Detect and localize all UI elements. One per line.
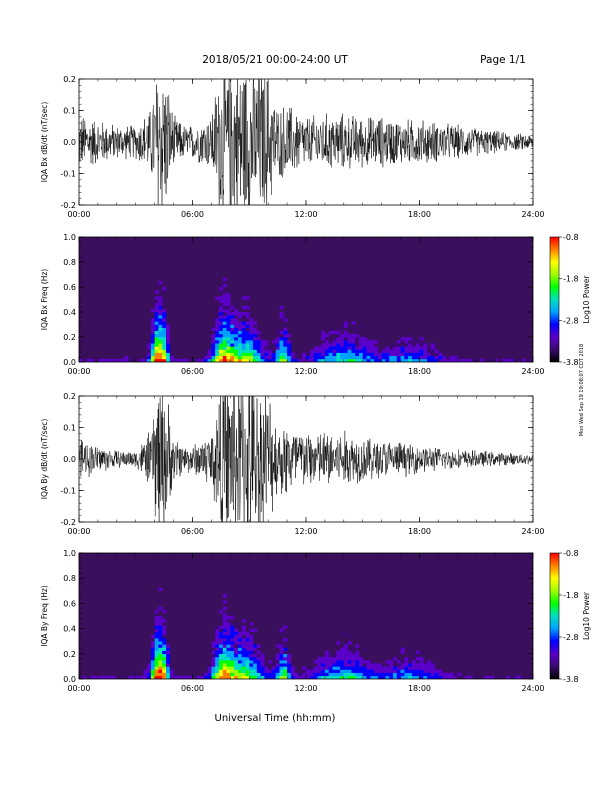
by-dbdt-ylabel: IQA By dB/dt (nT/sec) [40, 419, 49, 500]
x-tick-label: 00:00 [67, 210, 90, 219]
x-tick-label: 00:00 [67, 367, 90, 376]
by-freq-ylabel: IQA By Freq (Hz) [40, 585, 49, 647]
x-tick-label: 24:00 [521, 527, 544, 536]
colorbar-tick-label: -2.8 [563, 633, 579, 642]
y-tick-label: 0.0 [63, 675, 76, 684]
y-tick-label: 0.2 [63, 650, 76, 659]
bx-freq-colorbar [549, 236, 560, 363]
by-freq-colorbar [549, 552, 560, 680]
plot-title: 2018/05/21 00:00-24:00 UT [202, 54, 348, 66]
x-tick-label: 18:00 [408, 367, 431, 376]
x-tick-label: 12:00 [294, 527, 317, 536]
colorbar-label: Log10 Power [582, 591, 591, 640]
panels: -0.2 -0.1 0.0 0.1 0.2 00:00 06:00 12:00 18:00 24:… [40, 75, 591, 693]
bx-freq-cells [79, 277, 533, 362]
x-tick-label: 12:00 [294, 367, 317, 376]
bx-freq-panel: -0.8 -1.8 -2.8 -3.8 Log10 Power 0.0 0.2 0.4 0.6 0… [40, 233, 591, 376]
colorbar-tick-label: -2.8 [563, 316, 579, 325]
colorbar-tick-label: -0.8 [563, 233, 579, 242]
y-tick-label: 0.2 [63, 392, 76, 401]
y-tick-label: 0.4 [63, 308, 76, 317]
side-timestamp: Mon Wed Sep 19 19:08:07 CDT 2018 [579, 344, 585, 436]
x-tick-label: 24:00 [521, 210, 544, 219]
by-dbdt-panel: -0.2 -0.1 0.0 0.1 0.2 00:00 06:00 12:00 18:00 24:… [40, 392, 545, 536]
y-tick-label: -0.1 [60, 487, 76, 496]
x-tick-label: 00:00 [67, 684, 90, 693]
x-tick-label: 12:00 [294, 684, 317, 693]
x-tick-label: 06:00 [181, 367, 204, 376]
y-tick-label: 0.4 [63, 625, 76, 634]
y-tick-label: 0.8 [63, 258, 76, 267]
y-tick-label: 0.6 [63, 283, 76, 292]
colorbar-tick-label: -1.8 [563, 591, 579, 600]
x-tick-label: 12:00 [294, 210, 317, 219]
y-tick-label: 0.0 [63, 358, 76, 367]
x-tick-label: 00:00 [67, 527, 90, 536]
bx-dbdt-trace [79, 79, 533, 205]
x-tick-label: 24:00 [521, 367, 544, 376]
bx-freq-ylabel: IQA Bx Freq (Hz) [40, 269, 49, 331]
bx-dbdt-ylabel: IQA Bx dB/dt (nT/sec) [40, 102, 49, 183]
y-tick-label: 0.8 [63, 574, 76, 583]
y-tick-label: 0.0 [63, 138, 76, 147]
y-tick-label: 0.2 [63, 75, 76, 84]
x-tick-label: 24:00 [521, 684, 544, 693]
colorbar-tick-label: -0.8 [563, 549, 579, 558]
x-tick-label: 18:00 [408, 527, 431, 536]
x-tick-label: 18:00 [408, 210, 431, 219]
bx-dbdt-panel: -0.2 -0.1 0.0 0.1 0.2 00:00 06:00 12:00 18:00 24:… [40, 75, 545, 219]
y-tick-label: 0.1 [63, 107, 76, 116]
x-axis-title: Universal Time (hh:mm) [215, 713, 336, 724]
x-tick-label: 06:00 [181, 684, 204, 693]
colorbar-tick-label: -3.8 [563, 358, 579, 367]
y-tick-label: -0.2 [60, 201, 76, 210]
y-tick-label: -0.2 [60, 518, 76, 527]
y-tick-label: 1.0 [63, 549, 76, 558]
colorbar-label: Log10 Power [582, 275, 591, 324]
by-freq-cells [79, 587, 533, 679]
x-tick-label: 18:00 [408, 684, 431, 693]
by-dbdt-trace [79, 396, 533, 522]
x-tick-label: 06:00 [181, 527, 204, 536]
y-tick-label: 0.1 [63, 424, 76, 433]
y-tick-label: -0.1 [60, 170, 76, 179]
colorbar-tick-label: -3.8 [563, 675, 579, 684]
page-indicator: Page 1/1 [480, 54, 526, 66]
y-tick-label: 1.0 [63, 233, 76, 242]
x-tick-label: 06:00 [181, 210, 204, 219]
y-tick-label: 0.6 [63, 599, 76, 608]
colorbar-tick-label: -1.8 [563, 275, 579, 284]
by-freq-panel: -0.8 -1.8 -2.8 -3.8 Log10 Power 0.0 0.2 0.4 0.6 0… [40, 549, 591, 693]
y-tick-label: 0.2 [63, 333, 76, 342]
y-tick-label: 0.0 [63, 455, 76, 464]
